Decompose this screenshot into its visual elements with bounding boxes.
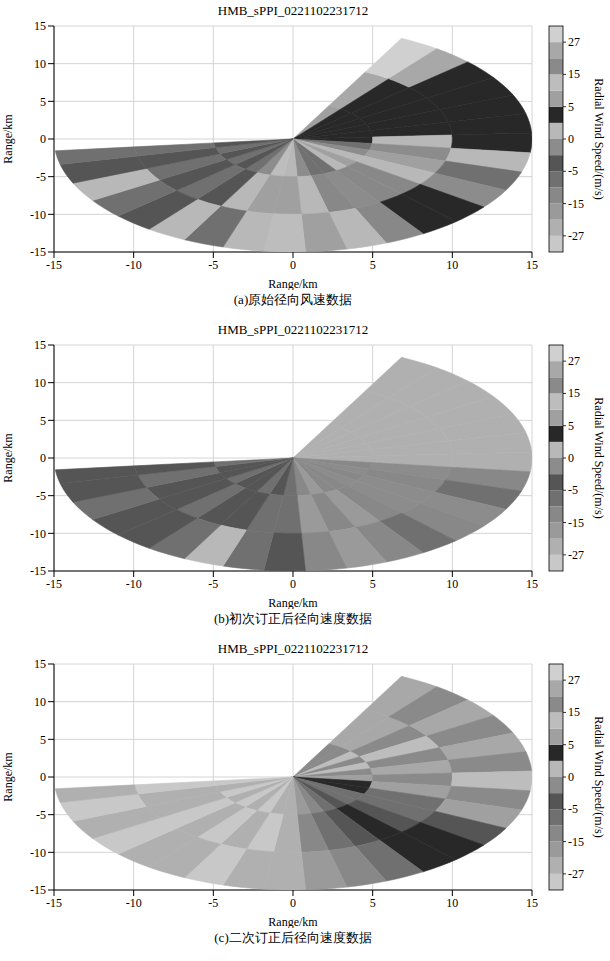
svg-text:15: 15 bbox=[34, 20, 46, 33]
svg-text:0: 0 bbox=[568, 770, 574, 784]
svg-text:5: 5 bbox=[568, 738, 574, 752]
svg-text:-5: -5 bbox=[568, 483, 578, 497]
html-text:HMB_sPPI_0221102231712: HMB_sPPI_0221102231712 bbox=[217, 322, 369, 337]
svg-text:15: 15 bbox=[34, 658, 46, 671]
svg-text:-10: -10 bbox=[126, 258, 142, 272]
svg-text:10: 10 bbox=[34, 695, 46, 709]
svg-text:-15: -15 bbox=[568, 197, 584, 211]
html-text:(c)二次订正后径向速度数据: (c)二次订正后径向速度数据 bbox=[214, 930, 372, 945]
svg-text:0: 0 bbox=[290, 577, 296, 591]
svg-text:Range/km: Range/km bbox=[268, 596, 318, 609]
svg-text:Range/km: Range/km bbox=[1, 752, 15, 802]
svg-text:-15: -15 bbox=[46, 896, 62, 910]
svg-text:-15: -15 bbox=[30, 564, 46, 578]
svg-text:-5: -5 bbox=[568, 164, 578, 178]
svg-text:0: 0 bbox=[40, 451, 46, 465]
svg-text:0: 0 bbox=[290, 258, 296, 272]
svg-text:5: 5 bbox=[370, 896, 376, 910]
svg-text:-15: -15 bbox=[46, 258, 62, 272]
svg-text:10: 10 bbox=[446, 258, 458, 272]
svg-text:0: 0 bbox=[568, 451, 574, 465]
svg-text:-27: -27 bbox=[568, 548, 584, 562]
svg-text:5: 5 bbox=[370, 577, 376, 591]
html-text:(a)原始径向风速数据: (a)原始径向风速数据 bbox=[233, 292, 353, 307]
svg-text:15: 15 bbox=[526, 896, 538, 910]
svg-text:0: 0 bbox=[568, 132, 574, 146]
svg-text:10: 10 bbox=[34, 57, 46, 71]
svg-text:15: 15 bbox=[568, 67, 580, 81]
svg-text:27: 27 bbox=[568, 673, 580, 687]
html-text:(b)初次订正后径向速度数据: (b)初次订正后径向速度数据 bbox=[213, 611, 373, 626]
svg-text:15: 15 bbox=[526, 258, 538, 272]
svg-text:-5: -5 bbox=[568, 802, 578, 816]
svg-text:Range/km: Range/km bbox=[268, 277, 318, 290]
svg-text:-5: -5 bbox=[36, 808, 46, 822]
svg-text:Radial Wind Speed/(m/s): Radial Wind Speed/(m/s) bbox=[592, 716, 606, 837]
svg-text:Radial Wind Speed/(m/s): Radial Wind Speed/(m/s) bbox=[592, 397, 606, 518]
svg-text:-27: -27 bbox=[568, 229, 584, 243]
svg-text:Range/km: Range/km bbox=[1, 114, 15, 164]
svg-text:0: 0 bbox=[40, 770, 46, 784]
svg-text:15: 15 bbox=[526, 577, 538, 591]
svg-text:-5: -5 bbox=[36, 489, 46, 503]
html-text:HMB_sPPI_0221102231712: HMB_sPPI_0221102231712 bbox=[217, 641, 369, 656]
svg-text:0: 0 bbox=[290, 896, 296, 910]
svg-text:-10: -10 bbox=[126, 896, 142, 910]
svg-text:-10: -10 bbox=[30, 846, 46, 860]
svg-text:-10: -10 bbox=[126, 577, 142, 591]
html-text:HMB_sPPI_0221102231712: HMB_sPPI_0221102231712 bbox=[217, 3, 369, 18]
svg-text:Range/km: Range/km bbox=[268, 915, 318, 928]
svg-text:-10: -10 bbox=[30, 527, 46, 541]
svg-text:-5: -5 bbox=[208, 577, 218, 591]
svg-text:15: 15 bbox=[34, 339, 46, 352]
svg-text:27: 27 bbox=[568, 35, 580, 49]
svg-text:27: 27 bbox=[568, 354, 580, 368]
svg-text:-5: -5 bbox=[208, 896, 218, 910]
svg-text:0: 0 bbox=[40, 132, 46, 146]
svg-text:Radial Wind Speed/(m/s): Radial Wind Speed/(m/s) bbox=[592, 78, 606, 199]
svg-text:5: 5 bbox=[568, 419, 574, 433]
svg-text:5: 5 bbox=[40, 733, 46, 747]
svg-text:-15: -15 bbox=[568, 835, 584, 849]
svg-text:-10: -10 bbox=[30, 208, 46, 222]
svg-text:5: 5 bbox=[370, 258, 376, 272]
svg-text:10: 10 bbox=[446, 896, 458, 910]
svg-text:-5: -5 bbox=[208, 258, 218, 272]
svg-text:-15: -15 bbox=[30, 245, 46, 259]
svg-text:-15: -15 bbox=[46, 577, 62, 591]
svg-text:15: 15 bbox=[568, 705, 580, 719]
svg-text:5: 5 bbox=[40, 95, 46, 109]
svg-text:5: 5 bbox=[40, 414, 46, 428]
svg-text:10: 10 bbox=[446, 577, 458, 591]
svg-text:10: 10 bbox=[34, 376, 46, 390]
svg-text:-15: -15 bbox=[568, 516, 584, 530]
svg-text:-15: -15 bbox=[30, 883, 46, 897]
svg-text:5: 5 bbox=[568, 100, 574, 114]
svg-text:-27: -27 bbox=[568, 867, 584, 881]
svg-text:-5: -5 bbox=[36, 170, 46, 184]
svg-text:Range/km: Range/km bbox=[1, 433, 15, 483]
svg-text:15: 15 bbox=[568, 386, 580, 400]
